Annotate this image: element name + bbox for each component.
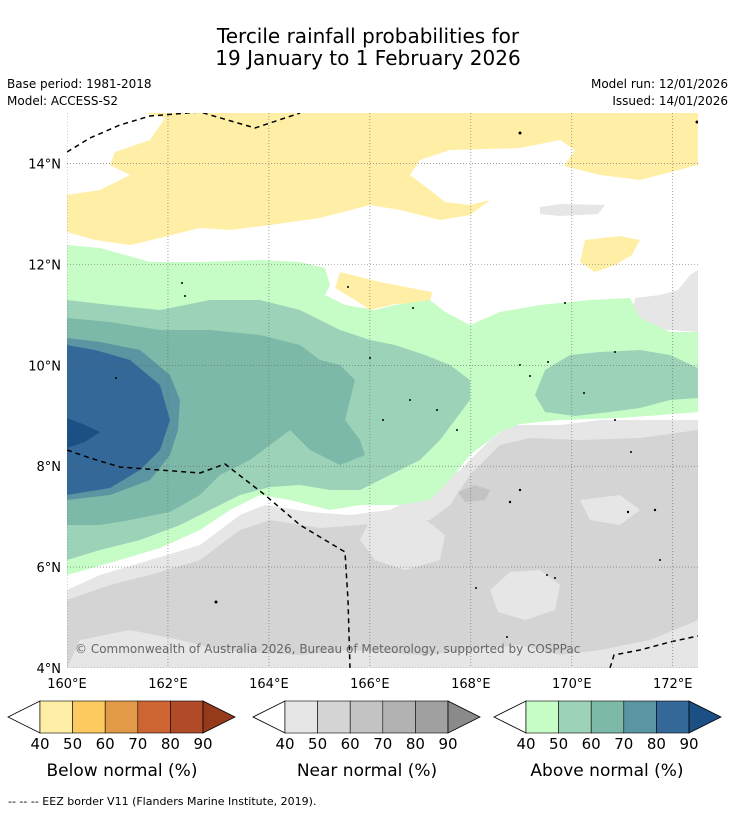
colorbar-arrow-high <box>447 700 481 734</box>
colorbar-segment <box>590 700 625 734</box>
base-period: Base period: 1981-2018 <box>7 77 152 91</box>
lon-label: 172°E <box>653 677 693 692</box>
islands <box>115 120 698 638</box>
white-zone-north <box>67 113 165 195</box>
colorbar-tick-label: 70 <box>373 735 393 753</box>
lat-label: 14°N <box>28 157 61 172</box>
colorbar-segment <box>104 700 139 734</box>
lat-label: 10°N <box>28 359 61 374</box>
below-normal-label: Below normal (%) <box>46 761 198 781</box>
colorbar-arrow-low <box>7 700 41 734</box>
colorbar-tick-label: 80 <box>405 735 425 753</box>
colorbar-arrow-high <box>688 700 722 734</box>
colorbar-tick-label: 60 <box>340 735 360 753</box>
colorbar-segment <box>284 700 318 734</box>
colorbar-segment <box>382 700 416 734</box>
colorbar-tick-label: 90 <box>193 735 213 753</box>
colorbar-segment <box>656 700 690 734</box>
colorbar-tick-label: 60 <box>581 735 601 753</box>
near-normal-light-patch-d <box>67 620 698 668</box>
lon-label: 160°E <box>47 677 87 692</box>
near-normal-label: Near normal (%) <box>296 761 438 781</box>
colorbar-tick-label: 40 <box>275 735 295 753</box>
chart-title-line1: Tercile rainfall probabilities for <box>216 24 520 48</box>
colorbar-tick-label: 40 <box>30 735 50 753</box>
colorbar-tick-label: 80 <box>160 735 180 753</box>
below-normal-patch <box>335 272 432 310</box>
colorbar-segment <box>39 700 73 734</box>
colorbar-segment <box>623 700 657 734</box>
colorbar-tick-label: 80 <box>646 735 666 753</box>
colorbar-segment <box>349 700 384 734</box>
issued-date: Issued: 14/01/2026 <box>612 94 728 108</box>
above-normal-90-zone <box>67 418 100 448</box>
colorbar-tick-label: 90 <box>679 735 699 753</box>
lat-label: 8°N <box>37 460 62 475</box>
lon-label: 162°E <box>148 677 188 692</box>
colorbar-tick-label: 70 <box>128 735 148 753</box>
colorbar-tick-label: 40 <box>516 735 536 753</box>
colorbar-tick-label: 60 <box>95 735 115 753</box>
lat-label: 12°N <box>28 258 61 273</box>
white-zone-north-east <box>410 140 575 205</box>
near-normal-light-patch-a <box>360 515 445 570</box>
lon-label: 168°E <box>451 677 491 692</box>
colorbar-segment <box>558 700 592 734</box>
gridlines <box>67 113 698 668</box>
axis-labels: 160°E 162°E 164°E 166°E 168°E 170°E 172°E 14°N 1… <box>28 157 692 692</box>
above-normal-label: Above normal (%) <box>530 761 684 781</box>
colorbar-tick-label: 50 <box>63 735 83 753</box>
eez-footnote: -- -- -- EEZ border V11 (Flanders Marine… <box>8 795 317 808</box>
above-colorbar <box>493 700 722 734</box>
copyright-notice: © Commonwealth of Australia 2026, Bureau… <box>75 642 580 656</box>
above-normal-80-zone <box>67 345 170 495</box>
near-normal-zone-northeast <box>632 270 698 332</box>
colorbar-segment <box>72 700 106 734</box>
colorbar-tick-label: 50 <box>308 735 328 753</box>
colorbar-arrow-high <box>202 700 236 734</box>
colorbar-tick-label: 90 <box>438 735 458 753</box>
colorbar-segment <box>525 700 559 734</box>
model-run: Model run: 12/01/2026 <box>590 77 728 91</box>
near-normal-light-patch-b <box>490 570 560 620</box>
lat-label: 6°N <box>37 561 62 576</box>
colorbar-segment <box>415 700 449 734</box>
colorbar-tick-label: 50 <box>549 735 569 753</box>
near-normal-zone-north <box>540 204 605 216</box>
colorbar-segment <box>137 700 171 734</box>
above-normal-50-zone-east <box>535 350 698 416</box>
below-normal-patch-east <box>580 236 640 272</box>
colorbar-segment <box>170 700 204 734</box>
lat-label: 4°N <box>37 662 62 677</box>
lon-label: 164°E <box>249 677 289 692</box>
lon-label: 170°E <box>552 677 592 692</box>
map-area: © Commonwealth of Australia 2026, Bureau… <box>67 113 698 668</box>
colorbar-tick-label: 70 <box>614 735 634 753</box>
near-colorbar <box>252 700 481 734</box>
below-colorbar <box>7 700 236 734</box>
chart-title-line2: 19 January to 1 February 2026 <box>215 46 521 70</box>
colorbar-arrow-low <box>493 700 527 734</box>
model-name: Model: ACCESS-S2 <box>7 94 119 108</box>
eez-borders <box>67 113 698 668</box>
colorbar-segment <box>317 700 351 734</box>
lon-label: 166°E <box>350 677 390 692</box>
near-normal-light-patch-c <box>580 495 640 525</box>
colorbar-arrow-low <box>252 700 286 734</box>
near-normal-dark-patch <box>458 485 490 502</box>
